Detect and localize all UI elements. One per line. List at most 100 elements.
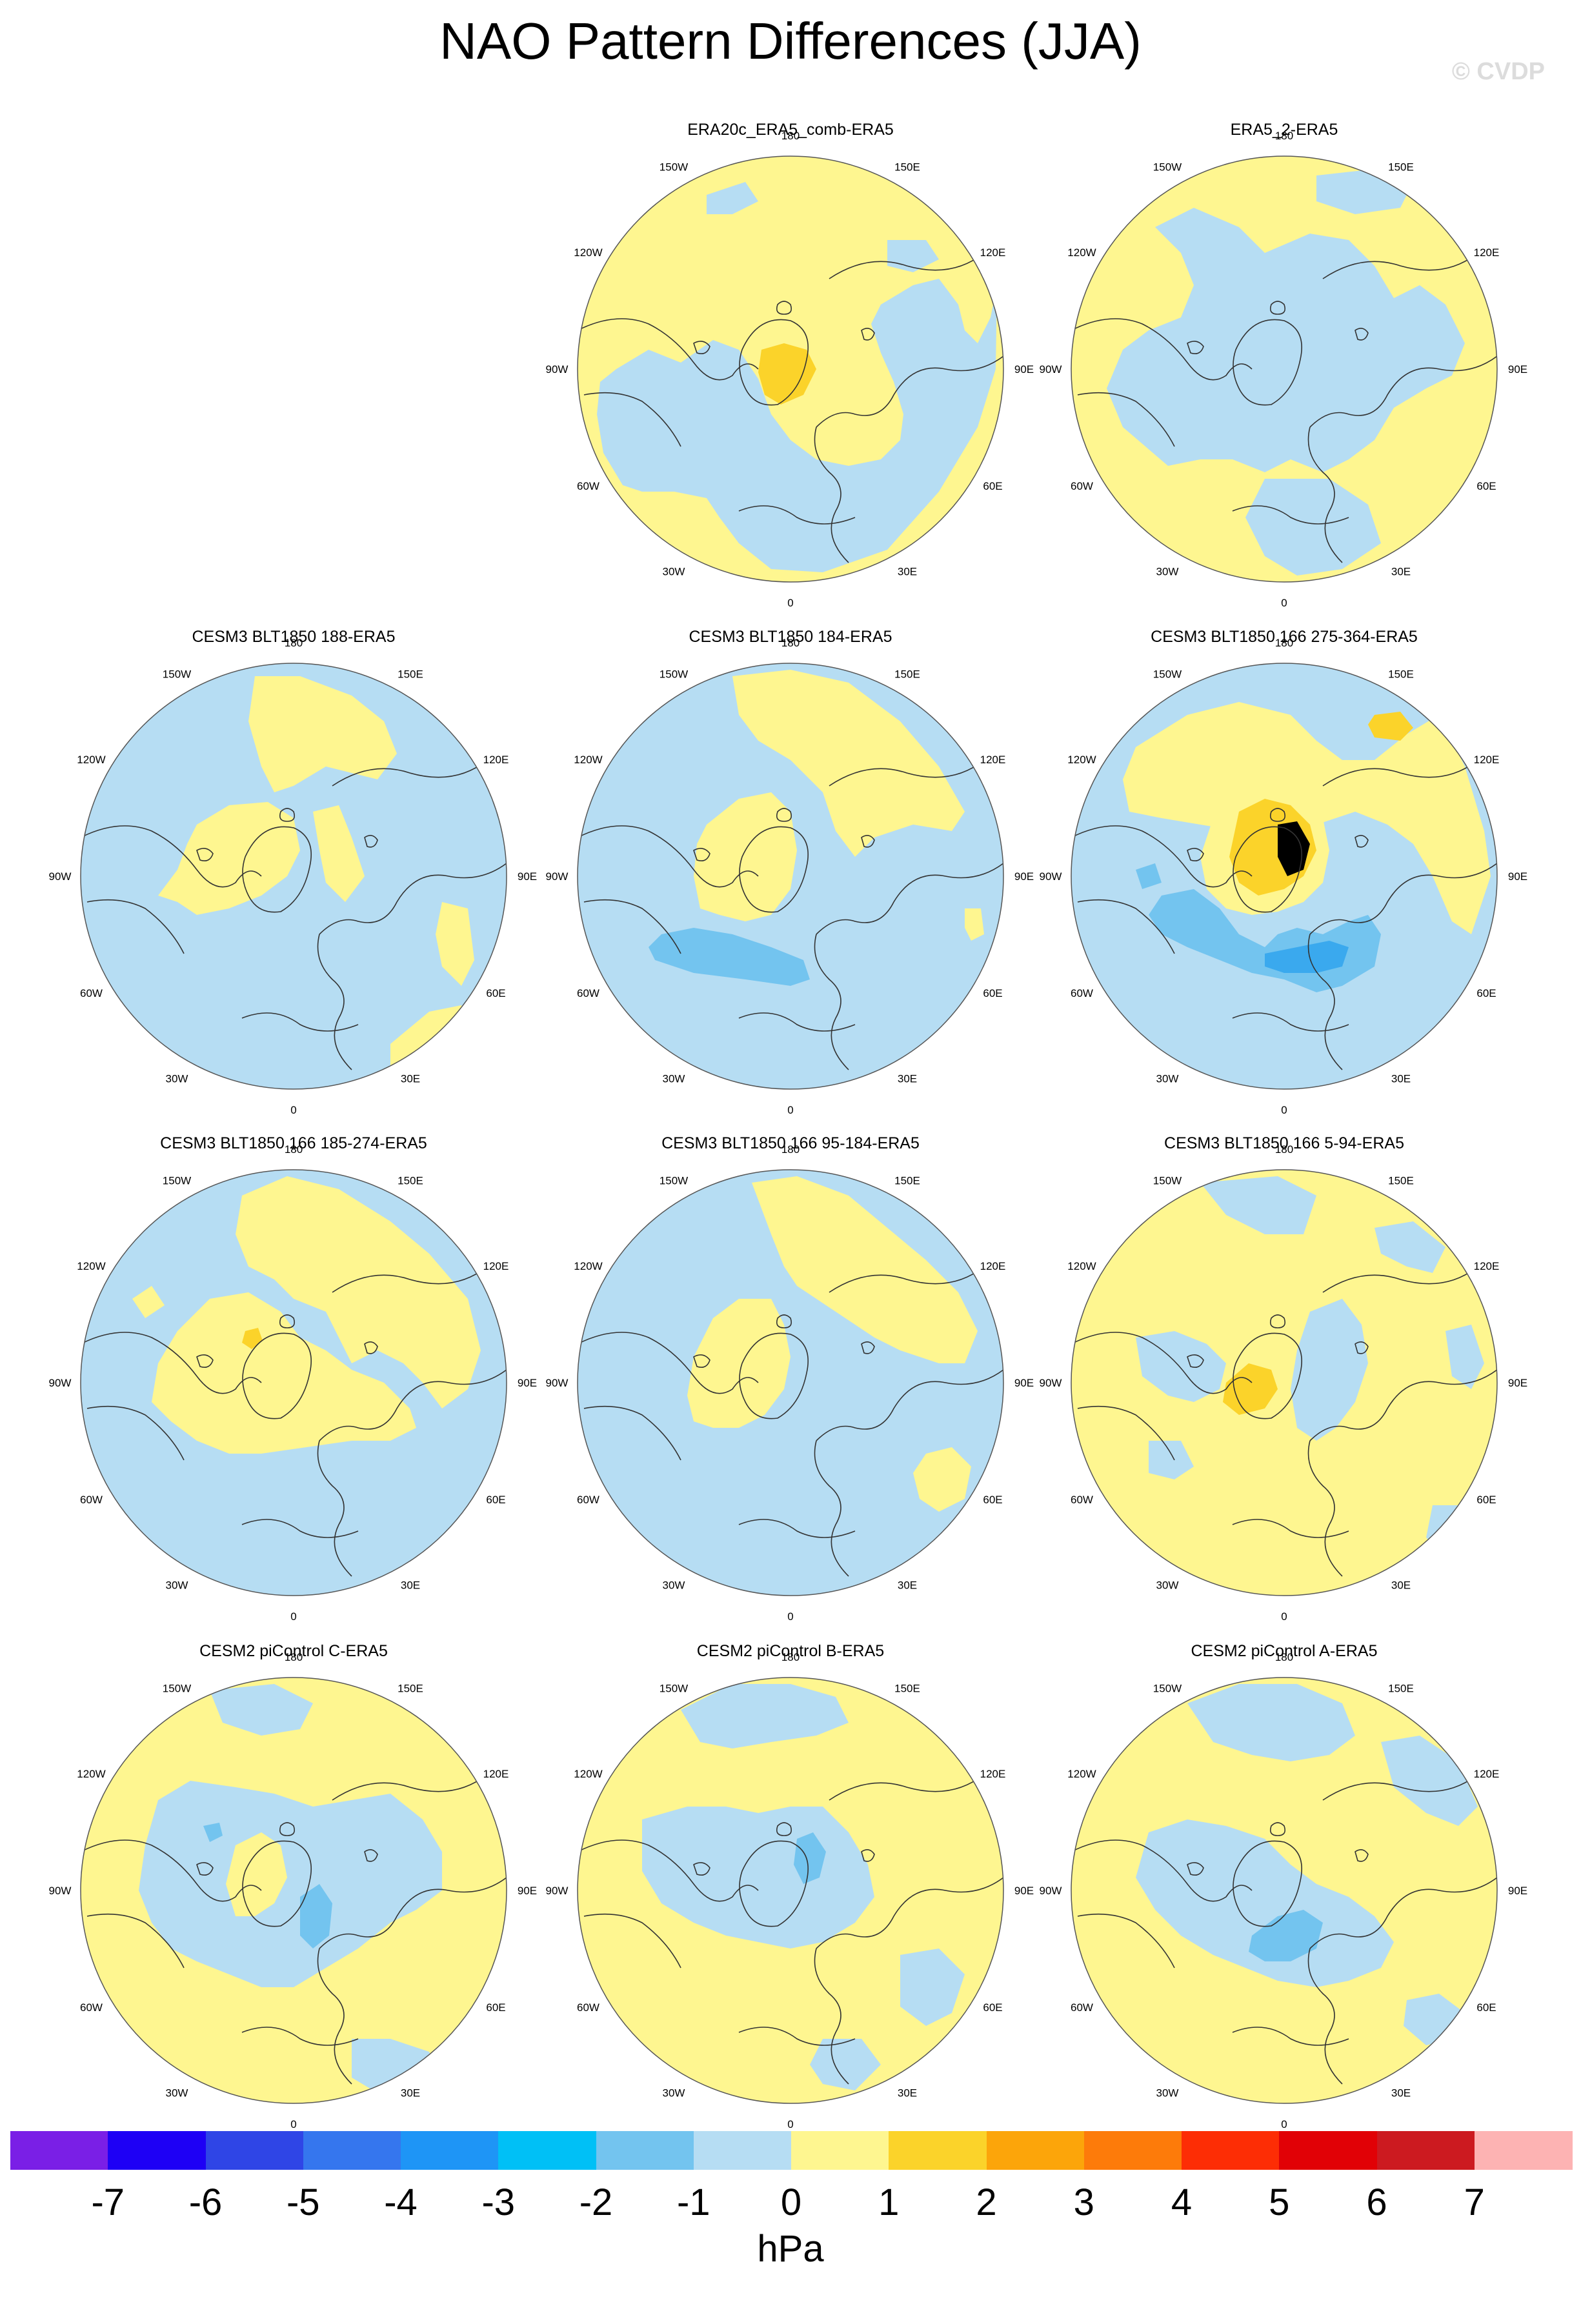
longitude-label: 150W (660, 1683, 688, 1695)
longitude-label: 60E (1476, 987, 1496, 999)
map-boundary (577, 663, 1004, 1090)
longitude-label: 0 (787, 1104, 793, 1116)
panel-title: CESM2 piControl B-ERA5 (696, 1642, 885, 1660)
longitude-label: 90E (1014, 870, 1034, 883)
colorbar-segment (693, 2131, 792, 2170)
colorbar-segment (1279, 2131, 1378, 2170)
colorbar-tick: 0 (780, 2181, 802, 2223)
polar-map: 180 150E 120E 90E 60E 30E 0 30W 60W 90W 120W 150W (49, 637, 538, 1116)
anomaly-contour (694, 792, 797, 921)
longitude-label: 90E (518, 1885, 537, 1897)
longitude-label: 60W (80, 987, 103, 999)
longitude-label: 120E (980, 754, 1006, 766)
longitude-label: 180 (1275, 1143, 1293, 1156)
longitude-label: 60E (983, 1494, 1002, 1506)
map-boundary (1071, 1677, 1498, 2104)
longitude-label: 90W (546, 1885, 569, 1897)
polar-map: 180 150E 120E 90E 60E 30E 0 30W 60W 90W 120W 150W (49, 1651, 538, 2130)
colorbar-tick: -2 (579, 2181, 613, 2223)
coastlines (1071, 1266, 1497, 1577)
map-panel: CESM3 BLT1850 166 5-94-ERA5 180 150E 120E 90… (1039, 1134, 1529, 1628)
longitude-label: 180 (781, 130, 800, 142)
map-panel: CESM3 BLT1850 166 95-184-ERA5 180 150E 120E… (545, 1134, 1036, 1628)
longitude-label: 120E (483, 1768, 509, 1780)
map-panel: ERA5_2-ERA5 180 150E 120E 90E 60E 30E 0 30W 60W 90… (1039, 121, 1529, 614)
longitude-label: 30E (401, 1073, 420, 1085)
longitude-label: 150E (398, 668, 423, 681)
map-boundary (577, 155, 1004, 583)
longitude-label: 120E (980, 1260, 1006, 1272)
anomaly-contour (1291, 1299, 1368, 1441)
map-boundary (1071, 1169, 1498, 1596)
panel-title: CESM3 BLT1850 166 185-274-ERA5 (160, 1134, 427, 1152)
longitude-label: 90W (1040, 1377, 1062, 1389)
colorbar-tick: -4 (384, 2181, 418, 2223)
longitude-label: 60W (80, 2001, 103, 2014)
colorbar-segment (1083, 2131, 1182, 2170)
anomaly-contour (158, 802, 300, 915)
longitude-label: 60E (983, 2001, 1002, 2014)
longitude-label: 90E (518, 870, 537, 883)
anomaly-contour (248, 676, 397, 792)
longitude-label: 120W (574, 1768, 602, 1780)
coastlines (81, 1266, 507, 1577)
map-boundary (80, 663, 507, 1090)
anomaly-contour (242, 1328, 263, 1349)
panel-title: CESM3 BLT1850 166 95-184-ERA5 (661, 1134, 920, 1152)
longitude-label: 60E (1476, 1494, 1496, 1506)
longitude-label: 120E (980, 246, 1006, 259)
longitude-label: 60W (577, 987, 599, 999)
longitude-label: 60W (577, 1494, 599, 1506)
longitude-label: 0 (1281, 597, 1287, 609)
longitude-label: 90W (1040, 1885, 1062, 1897)
polar-map: 180 150E 120E 90E 60E 30E 0 30W 60W 90W 120W 150W (1040, 1651, 1528, 2130)
anomaly-contour (810, 2039, 881, 2090)
longitude-label: 90E (1508, 870, 1527, 883)
longitude-label: 150W (660, 668, 688, 681)
anomaly-contour (732, 670, 965, 857)
colorbar-segment (791, 2131, 890, 2170)
longitude-label: 90E (1014, 1885, 1034, 1897)
anomaly-contour (1107, 208, 1465, 472)
map-boundary (577, 1677, 1004, 2104)
polar-map: 180 150E 120E 90E 60E 30E 0 30W 60W 90W 120W 150W (1040, 130, 1528, 609)
longitude-label: 30W (1156, 2087, 1179, 2099)
longitude-label: 120W (77, 1260, 105, 1272)
longitude-label: 150W (163, 668, 191, 681)
longitude-label: 0 (1281, 1610, 1287, 1623)
anomaly-contour (681, 1684, 849, 1748)
longitude-label: 30W (663, 566, 685, 578)
panel-title: ERA20c_ERA5_comb-ERA5 (687, 121, 894, 139)
coastlines (1071, 252, 1497, 563)
longitude-label: 30W (663, 2087, 685, 2099)
longitude-label: 120W (574, 246, 602, 259)
longitude-label: 30W (1156, 566, 1179, 578)
longitude-label: 120E (1474, 1260, 1500, 1272)
anomaly-contour (1278, 821, 1310, 876)
longitude-label: 90E (518, 1377, 537, 1389)
longitude-label: 30E (1391, 1579, 1411, 1592)
longitude-label: 180 (285, 1651, 303, 1663)
longitude-label: 60E (486, 987, 505, 999)
longitude-label: 120W (574, 754, 602, 766)
colorbar-tick: 1 (878, 2181, 900, 2223)
anomaly-contour (758, 343, 816, 405)
longitude-label: 60W (577, 480, 599, 492)
anomaly-contour (794, 1832, 826, 1884)
colorbar (10, 2131, 1573, 2170)
panel-title: CESM2 piControl A-ERA5 (1191, 1642, 1378, 1660)
longitude-label: 150W (1153, 668, 1182, 681)
polar-map: 180 150E 120E 90E 60E 30E 0 30W 60W 90W 120W 150W (546, 637, 1034, 1116)
anomaly-contour (226, 1832, 287, 1916)
anomaly-contour (313, 805, 365, 902)
longitude-label: 150E (894, 1683, 920, 1695)
longitude-label: 30W (166, 1073, 188, 1085)
longitude-label: 60W (1071, 987, 1093, 999)
longitude-label: 90E (1508, 1885, 1527, 1897)
longitude-label: 150W (1153, 1175, 1182, 1187)
coastlines (1071, 1774, 1497, 2085)
longitude-label: 150E (894, 1175, 920, 1187)
colorbar-segment (205, 2131, 304, 2170)
longitude-label: 150E (1388, 1683, 1414, 1695)
polar-map: 180 150E 120E 90E 60E 30E 0 30W 60W 90W 120W 150W (1040, 637, 1528, 1116)
